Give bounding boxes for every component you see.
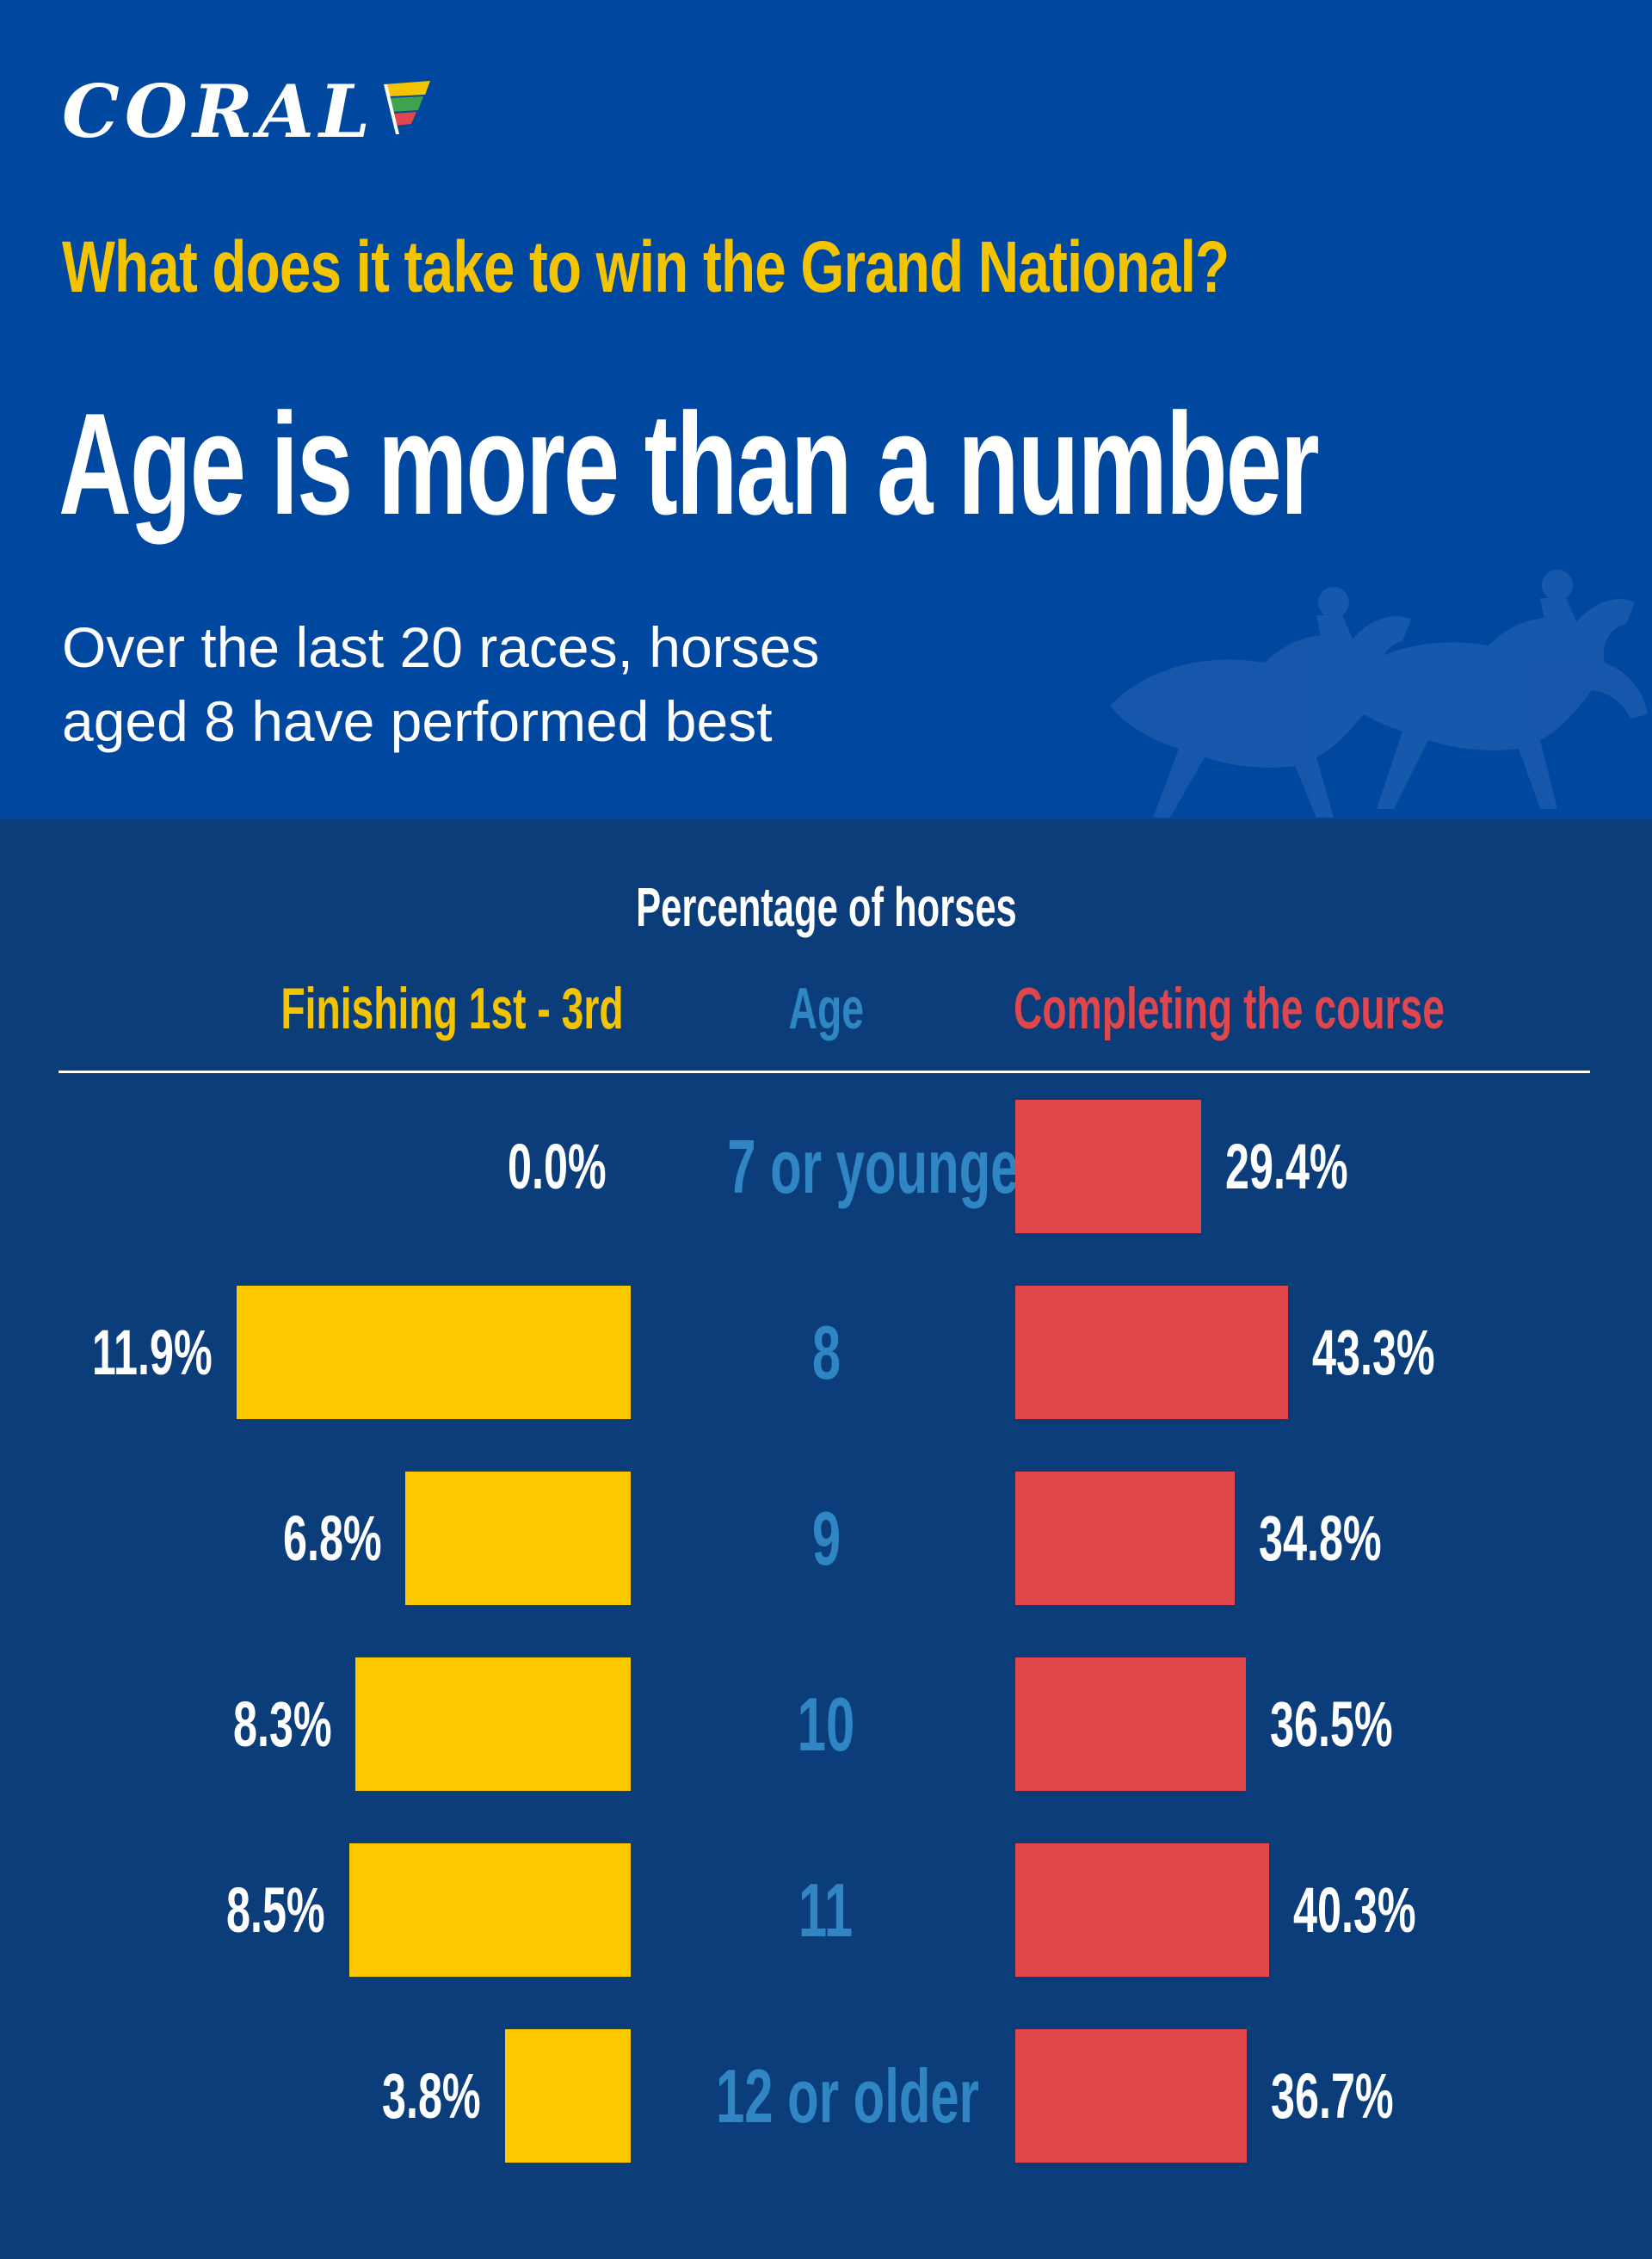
completing-value-label: 43.3% bbox=[1312, 1316, 1436, 1388]
legend-finishing: Finishing 1st - 3rd bbox=[280, 976, 624, 1041]
age-category-label: 7 or younger bbox=[727, 1123, 1039, 1209]
completing-value-label: 36.7% bbox=[1271, 2059, 1394, 2132]
finishing-bar bbox=[405, 1472, 631, 1605]
finishing-value-label: 8.3% bbox=[232, 1688, 332, 1760]
header-divider bbox=[59, 1071, 1590, 1073]
completing-value-label: 34.8% bbox=[1259, 1502, 1382, 1574]
finishing-value-label: 3.8% bbox=[382, 2059, 481, 2132]
subhead: Over the last 20 races, horses aged 8 ha… bbox=[62, 615, 820, 753]
age-category-label: 12 or older bbox=[715, 2052, 979, 2139]
flag-icon bbox=[384, 81, 431, 134]
question-heading: What does it take to win the Grand Natio… bbox=[62, 226, 1230, 307]
finishing-bar bbox=[348, 1843, 631, 1977]
age-category-label: 9 bbox=[811, 1495, 841, 1581]
completing-value-label: 36.5% bbox=[1269, 1688, 1393, 1760]
completing-bar bbox=[1015, 1843, 1270, 1977]
horse-racing-silhouette-icon bbox=[1110, 570, 1648, 818]
header-banner: CORAL What does it take to win the Grand… bbox=[0, 0, 1652, 819]
finishing-value-label: 11.9% bbox=[91, 1316, 213, 1388]
completing-bar bbox=[1015, 2029, 1247, 2163]
finishing-value-label: 0.0% bbox=[508, 1130, 607, 1202]
legend-age: Age bbox=[788, 976, 864, 1041]
logo-wordmark: CORAL bbox=[62, 69, 376, 154]
completing-bar bbox=[1015, 1100, 1201, 1233]
finishing-bar bbox=[504, 2029, 631, 2163]
completing-value-label: 40.3% bbox=[1293, 1873, 1417, 1946]
completing-value-label: 29.4% bbox=[1224, 1130, 1348, 1202]
chart-title: Percentage of horses bbox=[635, 876, 1017, 938]
coral-logo: CORAL bbox=[62, 76, 437, 148]
age-category-label: 11 bbox=[798, 1867, 854, 1953]
age-category-label: 8 bbox=[811, 1309, 841, 1395]
legend-completing: Completing the course bbox=[1014, 976, 1445, 1041]
completing-bar bbox=[1015, 1286, 1289, 1419]
finishing-value-label: 8.5% bbox=[226, 1873, 325, 1946]
headline: Age is more than a number bbox=[59, 383, 1320, 545]
finishing-value-label: 6.8% bbox=[282, 1502, 382, 1574]
completing-bar bbox=[1015, 1657, 1246, 1791]
finishing-bar bbox=[355, 1657, 631, 1791]
finishing-bar bbox=[236, 1286, 631, 1419]
completing-bar bbox=[1015, 1472, 1236, 1605]
age-category-label: 10 bbox=[797, 1681, 855, 1767]
